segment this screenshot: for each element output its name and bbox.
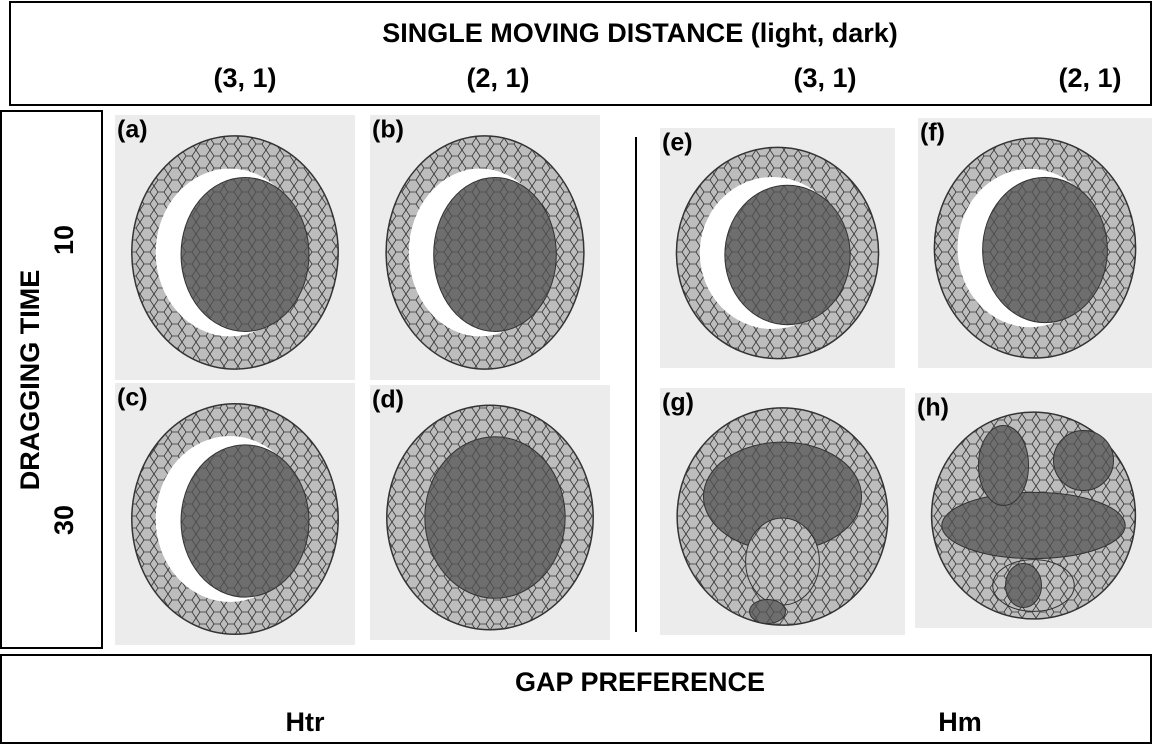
panel: (a): [115, 115, 355, 380]
cell-texture: [424, 436, 566, 599]
cell-texture: [1005, 563, 1042, 608]
cell-texture: [181, 444, 309, 598]
cell-texture: [745, 518, 820, 605]
column-label: (3, 1): [793, 63, 856, 93]
row-label: 30: [49, 505, 79, 535]
cell-texture: [749, 599, 786, 624]
column-label: (2, 1): [1058, 63, 1121, 93]
header-title: SINGLE MOVING DISTANCE (light, dark): [382, 18, 898, 48]
cell-texture: [433, 177, 557, 332]
cell-texture: [978, 425, 1029, 506]
panel-label: (b): [372, 116, 404, 144]
panel-label: (c): [117, 384, 148, 412]
panel: (b): [370, 115, 600, 380]
header-box: [9, 1, 1152, 106]
footer-title: GAP PREFERENCE: [515, 667, 765, 697]
panel-label: (e): [662, 129, 693, 157]
panel-label: (f): [920, 119, 945, 147]
side-box: [0, 110, 103, 649]
cell-texture: [724, 185, 851, 325]
side-title: DRAGGING TIME: [15, 270, 45, 491]
cell-texture: [181, 177, 309, 332]
cell-texture: [703, 442, 862, 551]
panel: (d): [370, 385, 610, 640]
panel: (f): [918, 118, 1152, 368]
group-label: Hm: [938, 707, 982, 737]
panel: (c): [115, 383, 355, 645]
panel: (g): [660, 388, 905, 635]
panel: (e): [660, 128, 895, 368]
panel-label: (g): [662, 389, 694, 417]
panel-label: (h): [917, 394, 949, 422]
cell-texture: [982, 177, 1108, 323]
group-label: Htr: [286, 707, 325, 737]
row-label: 10: [49, 225, 79, 255]
panel-label: (d): [372, 386, 404, 414]
column-label: (2, 1): [466, 63, 529, 93]
panel-label: (a): [117, 116, 148, 144]
panels: (a) (b) (c) (d) (e) (f) (g) (h): [115, 115, 1152, 645]
cell-texture: [941, 492, 1126, 559]
column-label: (3, 1): [213, 63, 276, 93]
panel: (h): [915, 393, 1152, 628]
cell-texture: [1053, 430, 1114, 491]
footer-box: [0, 654, 1152, 744]
